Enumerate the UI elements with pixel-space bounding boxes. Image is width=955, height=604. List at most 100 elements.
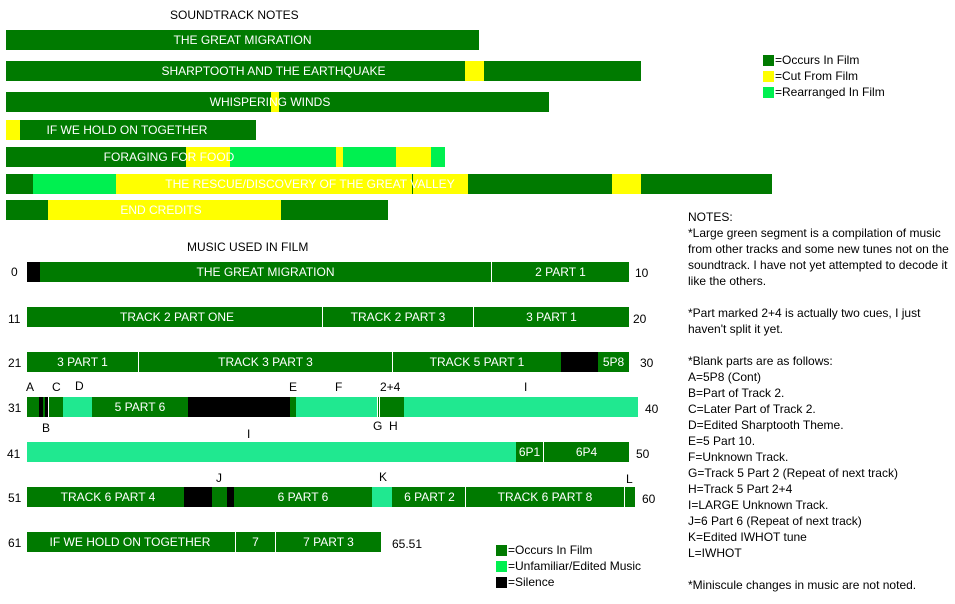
blank-part: H=Track 5 Part 2+4 bbox=[688, 482, 793, 496]
marker-label: D bbox=[75, 379, 84, 393]
segment-occurs bbox=[234, 487, 372, 507]
blank-part: L=IWHOT bbox=[688, 546, 742, 560]
legend-label: =Rearranged In Film bbox=[775, 85, 885, 99]
notes-paragraph: *Blank parts are as follows: bbox=[688, 354, 833, 368]
row-end-label: 30 bbox=[640, 356, 654, 370]
film-row-1: TRACK 2 PART ONE TRACK 2 PART 3 3 PART 1 bbox=[27, 307, 629, 327]
divider bbox=[491, 262, 492, 282]
row-start-label: 21 bbox=[8, 356, 22, 370]
segment-edited bbox=[404, 397, 638, 417]
segment-occurs bbox=[641, 174, 772, 194]
divider bbox=[235, 532, 236, 552]
segment-silence bbox=[39, 397, 43, 417]
divider bbox=[392, 352, 393, 372]
marker-label: H bbox=[389, 419, 398, 433]
segment-occurs bbox=[412, 174, 413, 194]
legend-label: =Occurs In Film bbox=[508, 543, 593, 557]
legend-swatch bbox=[763, 86, 774, 98]
soundtrack-bar-great-migration: THE GREAT MIGRATION bbox=[6, 30, 479, 50]
legend-occurs: =Occurs In Film bbox=[496, 543, 592, 557]
segment-occurs bbox=[290, 397, 296, 417]
legend-swatch bbox=[496, 560, 507, 572]
marker-label: B bbox=[42, 421, 51, 435]
legend-cut: =Cut From Film bbox=[763, 69, 858, 83]
notes-footer: *Miniscule changes in music are not note… bbox=[688, 578, 917, 592]
legend-edited: =Unfamiliar/Edited Music bbox=[496, 559, 641, 573]
row-start-label: 11 bbox=[8, 312, 21, 326]
row-start-label: 41 bbox=[7, 447, 21, 461]
marker-label: G bbox=[373, 419, 383, 433]
segment-edited bbox=[63, 397, 92, 417]
segment-occurs bbox=[6, 174, 33, 194]
segment-cut bbox=[48, 200, 281, 220]
legend-occurs: =Occurs In Film bbox=[763, 53, 859, 67]
segment-occurs bbox=[27, 487, 184, 507]
blank-part: I=LARGE Unknown Track. bbox=[688, 498, 829, 512]
row-end-label: 50 bbox=[636, 447, 650, 461]
legend-swatch bbox=[496, 544, 507, 556]
segment-occurs bbox=[484, 61, 641, 81]
notes-paragraph: *Part marked 2+4 is actually two cues, I… bbox=[688, 306, 924, 336]
segment-rearranged bbox=[230, 147, 336, 167]
film-music-title: MUSIC USED IN FILM bbox=[187, 240, 309, 254]
segment-occurs bbox=[377, 397, 404, 417]
row-end-label: 60 bbox=[642, 492, 656, 506]
divider bbox=[322, 307, 323, 327]
segment-silence bbox=[188, 397, 290, 417]
marker-label: L bbox=[626, 472, 633, 486]
blank-part: C=Later Part of Track 2. bbox=[688, 402, 816, 416]
film-row-5: TRACK 6 PART 4 6 PART 6 6 PART 2 TRACK 6… bbox=[27, 487, 635, 507]
segment-occurs bbox=[6, 61, 465, 81]
marker-label: C bbox=[52, 380, 61, 394]
blank-part: A=5P8 (Cont) bbox=[688, 370, 762, 384]
segment-occurs bbox=[598, 352, 629, 372]
marker-label: I bbox=[524, 380, 528, 394]
blank-part: G=Track 5 Part 2 (Repeat of next track) bbox=[688, 466, 898, 480]
marker-label: F bbox=[335, 380, 343, 394]
segment-edited bbox=[372, 487, 392, 507]
legend-rearranged: =Rearranged In Film bbox=[763, 85, 885, 99]
film-row-3: 5 PART 6 bbox=[27, 397, 638, 417]
notes-panel: NOTES: *Large green segment is a compila… bbox=[688, 209, 950, 593]
row-end-label: 10 bbox=[635, 266, 649, 280]
row-start-label: 31 bbox=[8, 401, 22, 415]
divider bbox=[275, 532, 276, 552]
divider bbox=[543, 442, 544, 462]
segment-occurs bbox=[212, 487, 227, 507]
segment-rearranged bbox=[33, 174, 116, 194]
segment-occurs bbox=[279, 92, 549, 112]
soundtrack-bar-foraging: FORAGING FOR FOOD bbox=[6, 147, 445, 167]
row-start-label: 0 bbox=[11, 265, 18, 279]
segment-occurs bbox=[468, 174, 612, 194]
segment-cut bbox=[186, 147, 230, 167]
segment-occurs bbox=[6, 30, 479, 50]
row-end-label: 20 bbox=[633, 312, 647, 326]
segment-occurs bbox=[6, 92, 271, 112]
legend-label: =Cut From Film bbox=[775, 69, 859, 83]
segment-occurs bbox=[92, 397, 188, 417]
divider bbox=[379, 397, 380, 417]
blank-part: J=6 Part 6 (Repeat of next track) bbox=[688, 514, 862, 528]
blank-part: K=Edited IWHOT tune bbox=[688, 530, 807, 544]
segment-silence bbox=[27, 262, 40, 282]
soundtrack-title: SOUNDTRACK NOTES bbox=[170, 8, 299, 22]
segment-occurs bbox=[49, 397, 63, 417]
film-row-4: 6P1 6P4 bbox=[27, 442, 629, 462]
segment-occurs bbox=[20, 120, 256, 140]
divider bbox=[473, 307, 474, 327]
marker-label: E bbox=[289, 380, 298, 394]
segment-occurs bbox=[392, 487, 635, 507]
segment-occurs bbox=[27, 532, 381, 552]
film-row-6: IF WE HOLD ON TOGETHER 7 7 PART 3 bbox=[27, 532, 381, 552]
legend-swatch bbox=[763, 54, 774, 66]
row-start-label: 61 bbox=[8, 536, 22, 550]
film-row-2: 3 PART 1 TRACK 3 PART 3 TRACK 5 PART 1 5… bbox=[27, 352, 629, 372]
segment-occurs bbox=[40, 262, 629, 282]
segment-cut bbox=[336, 147, 343, 167]
divider bbox=[377, 397, 378, 417]
segment-occurs bbox=[43, 397, 45, 417]
marker-label: J bbox=[216, 471, 222, 485]
segment-edited bbox=[296, 397, 377, 417]
divider bbox=[465, 487, 466, 507]
row-start-label: 51 bbox=[8, 491, 22, 505]
